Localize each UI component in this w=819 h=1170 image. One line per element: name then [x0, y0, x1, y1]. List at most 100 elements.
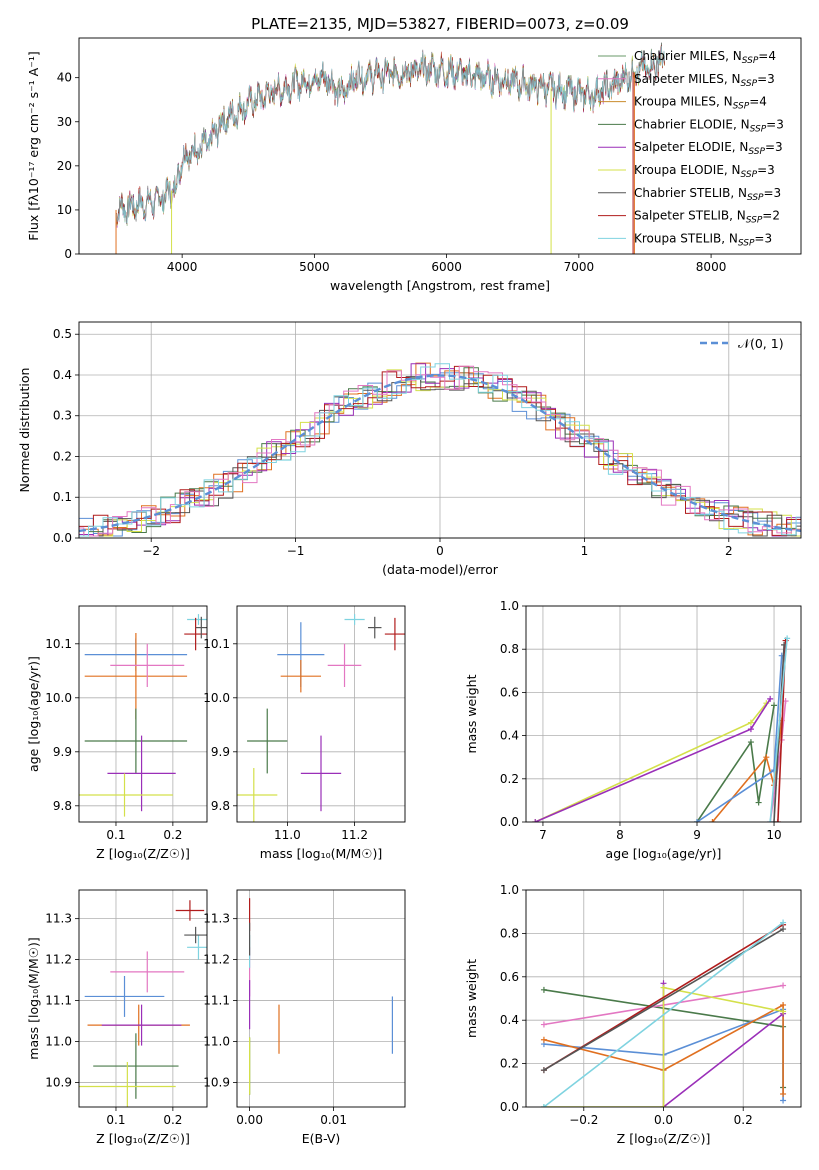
y-tick-label: 9.9 [211, 745, 230, 759]
spectrum-series-line [115, 45, 665, 224]
y-tick-label: 10.1 [203, 637, 230, 651]
mass-weight-lines [532, 635, 791, 822]
x-tick-label: 0.1 [106, 1113, 125, 1127]
x-axis-label: (data-model)/error [382, 562, 499, 577]
x-tick-label: 0.2 [734, 1113, 753, 1127]
y-tick-label: 0.6 [500, 970, 519, 984]
x-tick-label: 11.0 [274, 828, 301, 842]
x-axis-label: mass [log₁₀(M/M☉)] [260, 846, 382, 861]
panel-mass_vs_Z: 0.1 0.2 10.9 11.0 11.1 11.2 11.3 Z [log₁₀(Z/Z☉)… [26, 889, 208, 1146]
errorbar-points [79, 614, 207, 817]
x-tick-label: 5000 [299, 260, 330, 274]
x-axis-label: E(B-V) [302, 1131, 341, 1146]
mass-weight-marker [771, 819, 778, 822]
mass-weight-marker [747, 726, 754, 733]
spectrum-lines [115, 42, 665, 254]
x-tick-label: 8000 [696, 260, 727, 274]
axes-frame [525, 605, 802, 823]
y-tick-label: 9.8 [53, 799, 72, 813]
mass-weight-marker [780, 1002, 787, 1009]
x-tick-label: 0.2 [163, 1113, 182, 1127]
axes-frame [78, 889, 208, 1108]
y-tick-label: 0.4 [500, 729, 519, 743]
x-tick-label: 0.00 [236, 1113, 263, 1127]
y-tick-label: 11.1 [203, 994, 230, 1008]
mass-weight-series [769, 638, 788, 822]
y-axis-label: mass [log₁₀(M/M☉)] [26, 937, 41, 1059]
y-tick-label: 0.1 [53, 490, 72, 504]
y-tick-label: 0.4 [500, 1013, 519, 1027]
x-tick-label: −2 [142, 544, 160, 558]
histogram-series [79, 363, 801, 537]
y-tick-label: 0.2 [500, 1057, 519, 1071]
x-tick-label: 11.2 [341, 828, 368, 842]
legend-entry: 𝒩(0, 1) [738, 336, 784, 351]
panel-spectrum: 4000 5000 6000 7000 8000 0 10 20 30 40 wavelength … [26, 37, 802, 293]
mass-weight-marker [694, 819, 701, 822]
legend-entry: Chabrier STELIB, NSSP=3 [634, 186, 781, 203]
y-tick-label: 11.2 [45, 953, 72, 967]
mass-weight-lines [540, 919, 787, 1107]
figure-title: PLATE=2135, MJD=53827, FIBERID=0073, z=0… [251, 15, 629, 33]
legend-entry: Kroupa STELIB, NSSP=3 [634, 231, 772, 248]
y-axis-label: mass weight [464, 674, 479, 753]
mass-weight-marker [540, 986, 547, 993]
x-tick-label: 7 [539, 828, 547, 842]
legend-entry: Salpeter STELIB, NSSP=2 [634, 209, 780, 226]
legend-entry: Kroupa MILES, NSSP=4 [634, 95, 767, 112]
x-tick-label: −0.2 [569, 1113, 598, 1127]
x-tick-label: 10 [766, 828, 781, 842]
axes-frame [78, 37, 802, 255]
panel-weight_vs_Z: −0.2 0.0 0.2 0.0 0.2 0.4 0.6 0.8 1.0 Z [log₁₀(Z/Z… [464, 883, 802, 1146]
mass-weight-marker [540, 1036, 547, 1043]
legend-entry: Salpeter ELODIE, NSSP=3 [634, 140, 783, 157]
x-tick-label: −1 [287, 544, 305, 558]
y-tick-label: 11.3 [45, 912, 72, 926]
y-tick-label: 1.0 [500, 883, 519, 897]
x-tick-label: 0 [436, 544, 444, 558]
mass-weight-marker [660, 984, 667, 991]
mass-weight-marker [540, 1021, 547, 1028]
y-tick-label: 1.0 [500, 599, 519, 613]
mass-weight-marker [780, 982, 787, 989]
x-tick-label: 1 [581, 544, 589, 558]
y-tick-label: 10.0 [45, 691, 72, 705]
x-tick-label: 7000 [564, 260, 595, 274]
mass-weight-marker [780, 1090, 787, 1097]
y-tick-label: 11.3 [203, 912, 230, 926]
x-tick-label: 0.01 [320, 1113, 347, 1127]
mass-weight-marker [774, 819, 781, 822]
y-tick-label: 0.2 [500, 772, 519, 786]
mass-weight-series [696, 705, 775, 822]
legend-entry: Chabrier ELODIE, NSSP=3 [634, 117, 784, 134]
panel-mass_vs_ebv: 0.00 0.01 10.9 11.0 11.1 11.2 11.3 E(B-V) [203, 889, 406, 1146]
axes-frame [236, 605, 406, 823]
mass-weight-marker [780, 1097, 787, 1104]
x-tick-label: 6000 [431, 260, 462, 274]
errorbar-points [237, 614, 405, 822]
mass-weight-marker [747, 739, 754, 746]
y-tick-label: 9.8 [211, 799, 230, 813]
y-tick-label: 11.2 [203, 953, 230, 967]
legend-entry: Chabrier MILES, NSSP=4 [634, 49, 776, 66]
legend-entry: Salpeter MILES, NSSP=3 [634, 72, 775, 89]
mass-weight-marker [780, 919, 787, 926]
y-tick-label: 0 [64, 247, 72, 261]
y-axis-label: mass weight [464, 959, 479, 1038]
x-tick-label: 2 [725, 544, 733, 558]
y-axis-label: Flux [fλ10⁻¹⁷ erg cm⁻² s⁻¹ A⁻¹] [26, 51, 41, 240]
y-tick-label: 10 [57, 203, 72, 217]
mass-weight-series [534, 698, 771, 822]
mass-weight-marker [780, 926, 787, 933]
x-axis-label: Z [log₁₀(Z/Z☉)] [96, 1131, 190, 1146]
y-axis-label: Normed distribution [17, 368, 32, 493]
y-tick-label: 20 [57, 159, 72, 173]
axes-frame [236, 889, 406, 1108]
x-tick-label: 9 [693, 828, 701, 842]
panel-weight_vs_age: 7 8 9 10 0.0 0.2 0.4 0.6 0.8 1.0 age [log₁₀(age/yr… [464, 599, 802, 861]
spectrum-legend: Chabrier MILES, NSSP=4 Salpeter MILES, NS… [598, 49, 784, 248]
x-tick-label: 0.2 [163, 828, 182, 842]
histogram-steps [79, 362, 801, 537]
x-axis-label: Z [log₁₀(Z/Z☉)] [96, 846, 190, 861]
